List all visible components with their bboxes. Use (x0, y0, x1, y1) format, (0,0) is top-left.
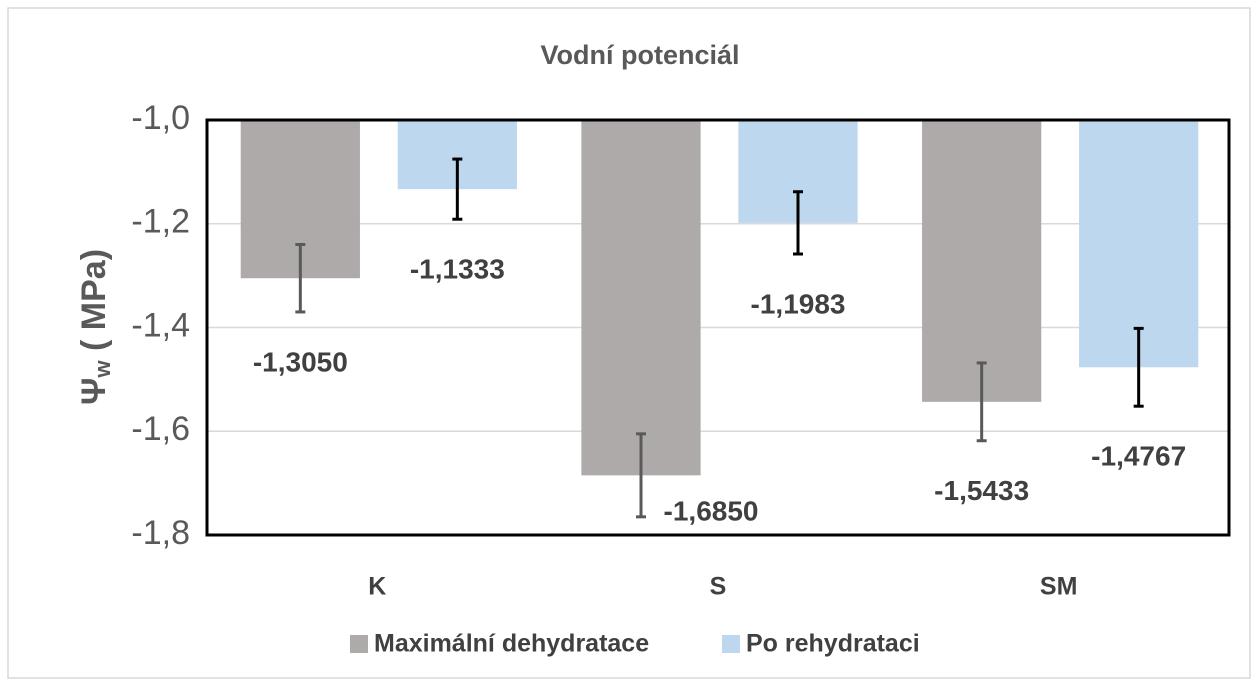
y-tick-label: -1,0 (131, 99, 190, 137)
value-label: -1,1333 (410, 254, 505, 285)
value-label: -1,6850 (664, 495, 759, 526)
value-label: -1,5433 (934, 475, 1029, 506)
value-label: -1,1983 (751, 288, 846, 319)
bar (581, 120, 701, 476)
x-tick-label: SM (1040, 573, 1078, 601)
bar (922, 120, 1042, 402)
legend-label: Maximální dehydratace (374, 630, 649, 658)
y-tick-label: -1,2 (131, 203, 190, 241)
x-tick-label: S (710, 573, 727, 601)
x-tick-label: K (368, 573, 386, 601)
y-tick-label: -1,4 (131, 306, 190, 344)
plot-frame (205, 118, 1231, 537)
legend-swatch (722, 635, 740, 653)
chart-title: Vodní potenciál (540, 40, 739, 70)
y-label-subscript: w (90, 360, 115, 379)
bar (1079, 120, 1199, 368)
y-axis-label: Ψw ( MPa) (75, 249, 115, 405)
y-label-unit: ( MPa) (75, 249, 113, 360)
value-label: -1,3050 (253, 346, 348, 377)
legend-label: Po rehydrataci (746, 630, 920, 658)
y-tick-label: -1,8 (131, 514, 190, 552)
y-label-symbol: Ψ (75, 378, 113, 406)
y-tick-label: -1,6 (131, 410, 190, 448)
value-label: -1,4767 (1091, 441, 1186, 472)
legend-swatch (350, 635, 368, 653)
